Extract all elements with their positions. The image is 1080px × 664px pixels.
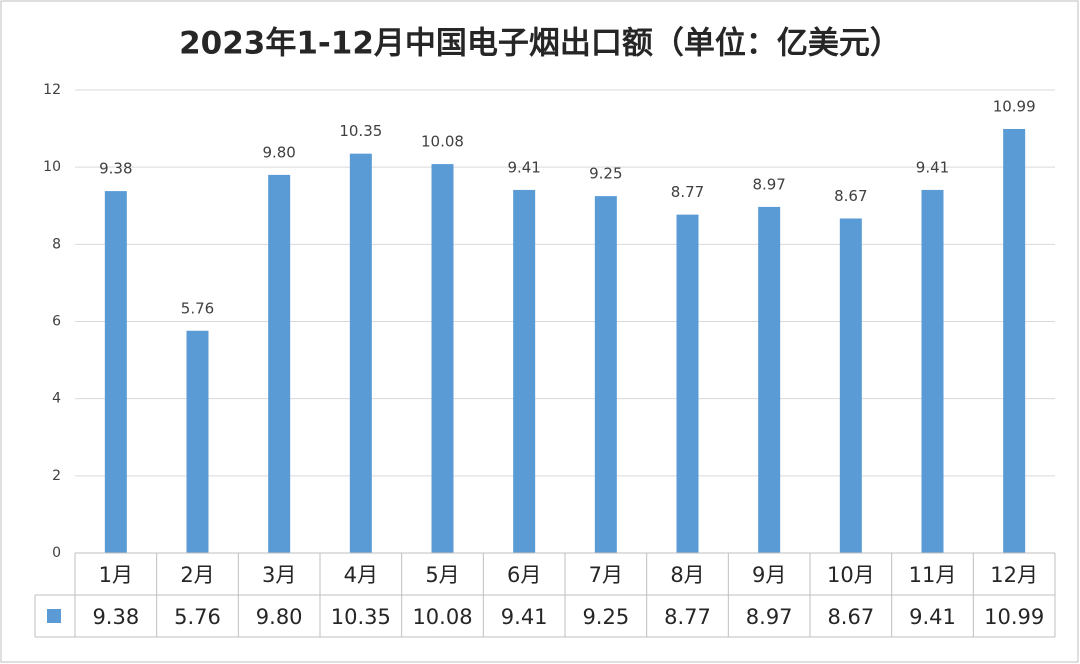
table-value: 8.97 bbox=[746, 605, 793, 629]
bar bbox=[594, 196, 617, 553]
x-tick-label: 1月 bbox=[99, 563, 133, 587]
table-value: 9.38 bbox=[92, 605, 139, 629]
data-label: 8.77 bbox=[671, 183, 704, 201]
table-value: 8.67 bbox=[827, 605, 874, 629]
y-tick-label: 12 bbox=[43, 82, 61, 98]
bar bbox=[758, 206, 781, 553]
bar bbox=[839, 218, 862, 554]
x-tick-label: 7月 bbox=[589, 563, 623, 587]
x-tick-label: 5月 bbox=[425, 563, 459, 587]
y-tick-label: 2 bbox=[52, 468, 61, 484]
bar bbox=[431, 164, 454, 553]
data-label: 10.99 bbox=[993, 97, 1036, 115]
bar bbox=[513, 189, 536, 553]
data-label: 8.97 bbox=[752, 175, 785, 193]
table-value: 10.35 bbox=[331, 605, 391, 629]
y-tick-label: 6 bbox=[52, 314, 61, 330]
bar bbox=[186, 330, 209, 553]
y-tick-label: 8 bbox=[52, 236, 61, 252]
bar bbox=[268, 174, 291, 553]
x-tick-label: 2月 bbox=[180, 563, 214, 587]
bar bbox=[676, 214, 699, 554]
x-tick-label: 12月 bbox=[990, 563, 1038, 587]
x-tick-label: 8月 bbox=[670, 563, 704, 587]
data-label: 9.41 bbox=[507, 158, 540, 176]
data-label: 9.41 bbox=[916, 158, 949, 176]
table-value: 5.76 bbox=[174, 605, 221, 629]
data-label: 10.08 bbox=[421, 133, 464, 151]
data-label: 9.25 bbox=[589, 165, 622, 183]
table-value: 9.25 bbox=[582, 605, 629, 629]
table-value: 10.99 bbox=[984, 605, 1044, 629]
data-label: 9.80 bbox=[262, 143, 295, 161]
chart-title: 2023年1-12月中国电子烟出口额（单位：亿美元） bbox=[179, 26, 901, 62]
bar bbox=[921, 189, 944, 553]
x-tick-label: 4月 bbox=[344, 563, 378, 587]
table-value: 8.77 bbox=[664, 605, 711, 629]
x-tick-label: 3月 bbox=[262, 563, 296, 587]
table-value: 9.80 bbox=[256, 605, 303, 629]
table-value: 10.08 bbox=[412, 605, 472, 629]
x-tick-label: 6月 bbox=[507, 563, 541, 587]
table-value: 9.41 bbox=[909, 605, 956, 629]
data-label: 9.38 bbox=[99, 160, 132, 178]
x-tick-label: 9月 bbox=[752, 563, 786, 587]
data-label: 10.35 bbox=[339, 122, 382, 140]
bar bbox=[104, 191, 127, 554]
x-tick-label: 10月 bbox=[827, 563, 875, 587]
y-tick-label: 0 bbox=[52, 545, 61, 561]
table-value: 9.41 bbox=[501, 605, 548, 629]
data-label: 5.76 bbox=[181, 299, 214, 317]
bar bbox=[349, 153, 372, 553]
legend-key bbox=[47, 609, 61, 623]
data-label: 8.67 bbox=[834, 187, 867, 205]
y-tick-label: 4 bbox=[52, 391, 61, 407]
x-tick-label: 11月 bbox=[909, 563, 957, 587]
bar bbox=[1003, 128, 1026, 553]
y-tick-label: 10 bbox=[43, 159, 61, 175]
